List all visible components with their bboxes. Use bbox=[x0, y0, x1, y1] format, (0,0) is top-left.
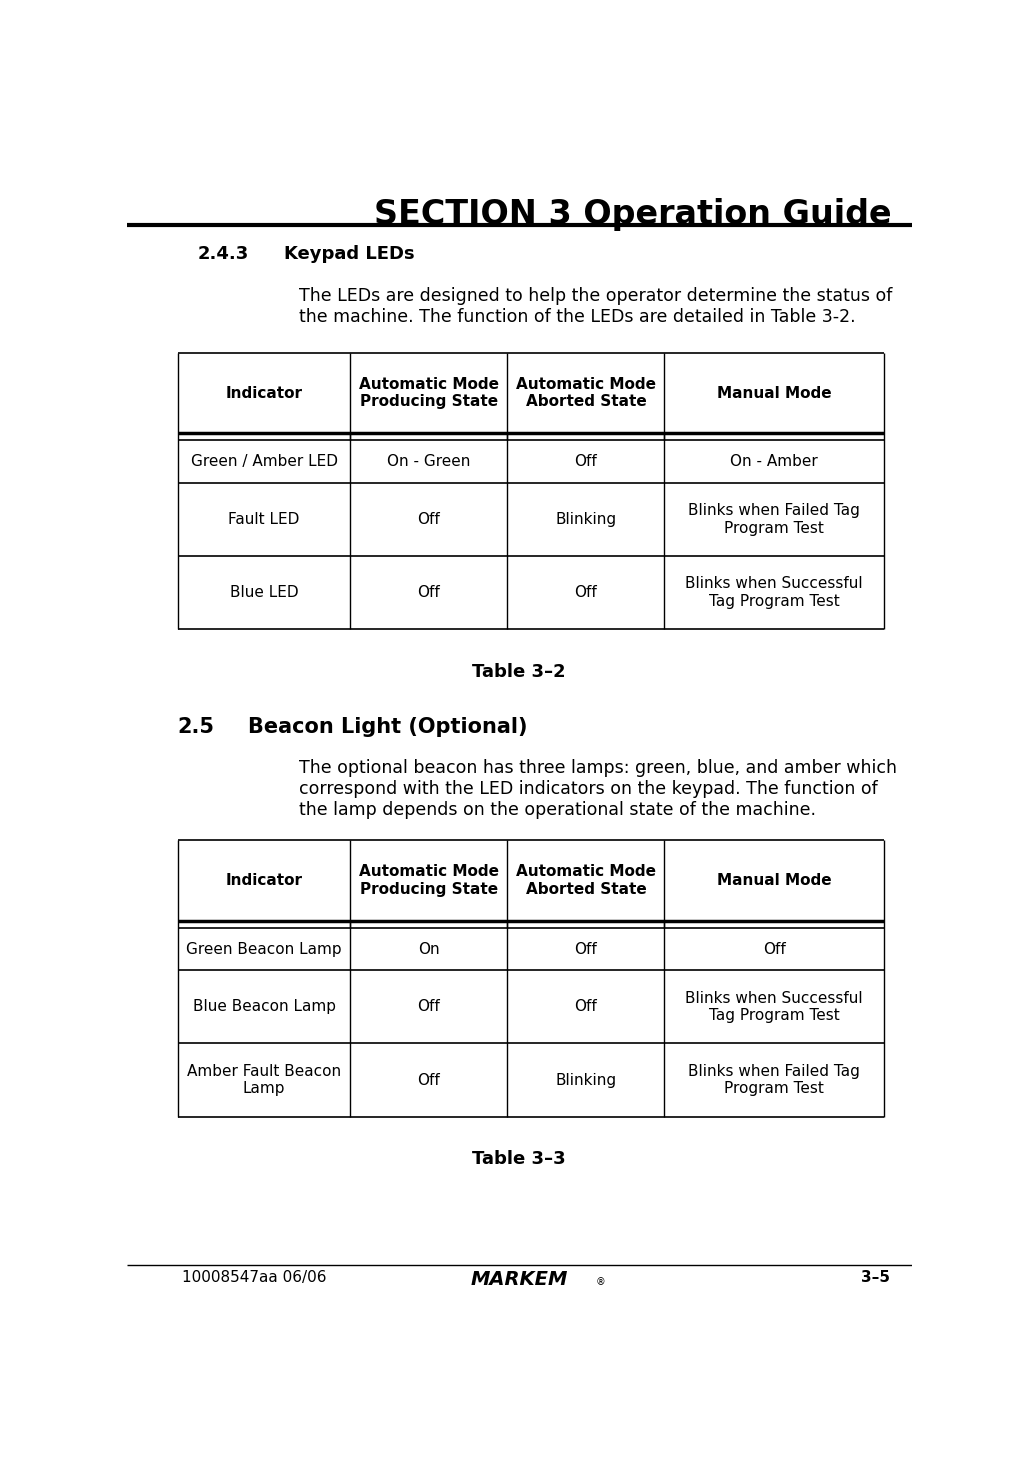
Text: Fault LED: Fault LED bbox=[228, 512, 300, 527]
Text: Indicator: Indicator bbox=[226, 872, 303, 889]
Text: The optional beacon has three lamps: green, blue, and amber which
correspond wit: The optional beacon has three lamps: gre… bbox=[300, 759, 898, 818]
Text: On - Green: On - Green bbox=[387, 454, 471, 468]
Text: Off: Off bbox=[763, 941, 786, 957]
Text: 2.4.3: 2.4.3 bbox=[198, 245, 248, 263]
Text: Off: Off bbox=[574, 941, 598, 957]
Text: Blinks when Failed Tag
Program Test: Blinks when Failed Tag Program Test bbox=[689, 1064, 860, 1096]
Text: Beacon Light (Optional): Beacon Light (Optional) bbox=[248, 716, 528, 737]
Text: Blue Beacon Lamp: Blue Beacon Lamp bbox=[192, 999, 335, 1014]
Text: Keypad LEDs: Keypad LEDs bbox=[284, 245, 414, 263]
Text: Manual Mode: Manual Mode bbox=[717, 872, 832, 889]
Text: Blinks when Successful
Tag Program Test: Blinks when Successful Tag Program Test bbox=[686, 991, 863, 1023]
Text: Blue LED: Blue LED bbox=[230, 585, 298, 600]
Text: Off: Off bbox=[574, 585, 598, 600]
Text: Manual Mode: Manual Mode bbox=[717, 385, 832, 401]
Text: Off: Off bbox=[574, 454, 598, 468]
Text: Off: Off bbox=[417, 999, 441, 1014]
Text: On - Amber: On - Amber bbox=[730, 454, 819, 468]
Text: 10008547aa 06/06: 10008547aa 06/06 bbox=[181, 1271, 326, 1285]
Text: ®: ® bbox=[596, 1277, 606, 1287]
Text: Off: Off bbox=[417, 1072, 441, 1087]
Text: Blinks when Failed Tag
Program Test: Blinks when Failed Tag Program Test bbox=[689, 503, 860, 535]
Text: Blinks when Successful
Tag Program Test: Blinks when Successful Tag Program Test bbox=[686, 576, 863, 608]
Text: Indicator: Indicator bbox=[226, 385, 303, 401]
Text: Blinking: Blinking bbox=[555, 512, 617, 527]
Text: Table 3–2: Table 3–2 bbox=[472, 662, 566, 681]
Text: Green / Amber LED: Green / Amber LED bbox=[190, 454, 337, 468]
Text: Automatic Mode
Producing State: Automatic Mode Producing State bbox=[359, 864, 498, 897]
Text: MARKEM: MARKEM bbox=[470, 1271, 568, 1290]
Text: Automatic Mode
Aborted State: Automatic Mode Aborted State bbox=[516, 864, 655, 897]
Text: Off: Off bbox=[417, 512, 441, 527]
Text: Table 3–3: Table 3–3 bbox=[472, 1150, 566, 1169]
Text: Automatic Mode
Aborted State: Automatic Mode Aborted State bbox=[516, 376, 655, 409]
Text: On: On bbox=[418, 941, 440, 957]
Text: Green Beacon Lamp: Green Beacon Lamp bbox=[186, 941, 341, 957]
Text: Off: Off bbox=[417, 585, 441, 600]
Text: Automatic Mode
Producing State: Automatic Mode Producing State bbox=[359, 376, 498, 409]
Text: SECTION 3 Operation Guide: SECTION 3 Operation Guide bbox=[375, 197, 892, 231]
Text: 3–5: 3–5 bbox=[861, 1271, 889, 1285]
Text: 2.5: 2.5 bbox=[177, 716, 215, 737]
Text: The LEDs are designed to help the operator determine the status of
the machine. : The LEDs are designed to help the operat… bbox=[300, 287, 892, 327]
Text: Blinking: Blinking bbox=[555, 1072, 617, 1087]
Text: Off: Off bbox=[574, 999, 598, 1014]
Text: Amber Fault Beacon
Lamp: Amber Fault Beacon Lamp bbox=[187, 1064, 341, 1096]
